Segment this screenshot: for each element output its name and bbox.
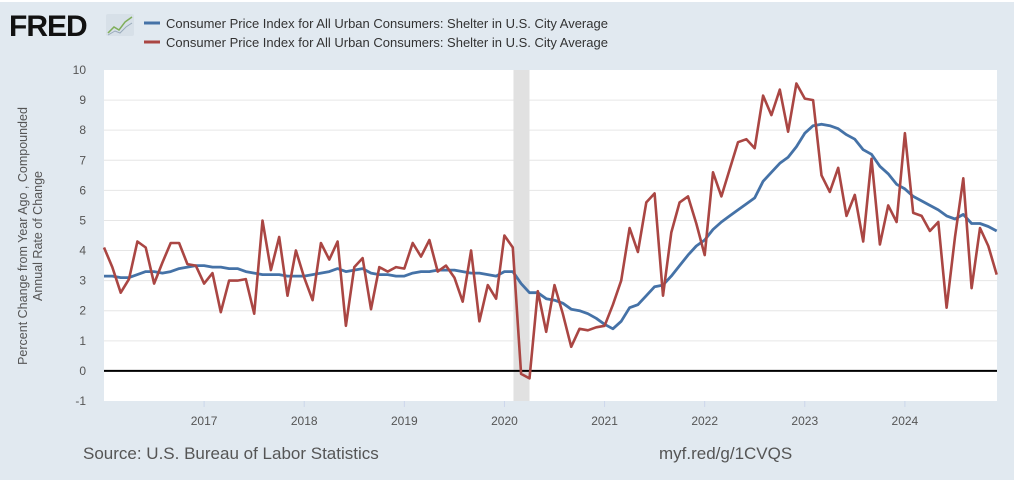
fred-logo[interactable]: FRED xyxy=(9,10,134,43)
source-text: Source: U.S. Bureau of Labor Statistics xyxy=(83,444,379,463)
y-tick-label: 1 xyxy=(79,334,86,348)
plot-area[interactable] xyxy=(104,70,997,401)
legend-item-blue[interactable]: Consumer Price Index for All Urban Consu… xyxy=(144,16,608,31)
legend: Consumer Price Index for All Urban Consu… xyxy=(144,16,608,50)
x-tick-label: 2024 xyxy=(892,414,919,428)
series-lines xyxy=(102,82,998,380)
legend-label-red: Consumer Price Index for All Urban Consu… xyxy=(166,35,608,50)
series-line-blue[interactable] xyxy=(104,122,998,331)
y-axis-title-line-2: Annual Rate of Change xyxy=(31,171,45,301)
y-tick-labels: -1 0 1 2 3 4 5 6 7 8 9 10 xyxy=(73,63,87,408)
y-tick-label: 10 xyxy=(73,63,87,77)
y-tick-label: -1 xyxy=(75,394,86,408)
recession-band xyxy=(513,70,530,401)
x-tick-label: 2017 xyxy=(191,414,218,428)
x-tick-labels: 2017 2018 2019 2020 2021 2022 2023 2024 xyxy=(191,401,919,428)
y-tick-label: 9 xyxy=(79,93,86,107)
y-tick-label: 0 xyxy=(79,364,86,378)
series-line-red[interactable] xyxy=(102,82,998,380)
y-tick-label: 5 xyxy=(79,213,86,227)
y-tick-label: 6 xyxy=(79,183,86,197)
short-url-link[interactable]: myf.red/g/1CVQS xyxy=(659,444,792,463)
legend-item-red[interactable]: Consumer Price Index for All Urban Consu… xyxy=(144,35,608,50)
y-axis-title-line-1: Percent Change from Year Ago , Compounde… xyxy=(16,107,30,365)
y-tick-label: 2 xyxy=(79,304,86,318)
fred-logo-text: FRED xyxy=(9,10,87,43)
y-axis-title: Percent Change from Year Ago , Compounde… xyxy=(16,107,45,365)
x-tick-label: 2020 xyxy=(491,414,518,428)
x-tick-label: 2023 xyxy=(791,414,818,428)
x-tick-label: 2019 xyxy=(391,414,418,428)
y-tick-label: 8 xyxy=(79,123,86,137)
y-tick-label: 4 xyxy=(79,244,86,258)
y-tick-label: 3 xyxy=(79,274,86,288)
y-tick-label: 7 xyxy=(79,153,86,167)
x-tick-label: 2018 xyxy=(291,414,318,428)
legend-label-blue: Consumer Price Index for All Urban Consu… xyxy=(166,16,608,31)
fred-logo-graph-icon xyxy=(106,14,134,36)
x-tick-label: 2022 xyxy=(691,414,718,428)
x-tick-label: 2021 xyxy=(591,414,618,428)
